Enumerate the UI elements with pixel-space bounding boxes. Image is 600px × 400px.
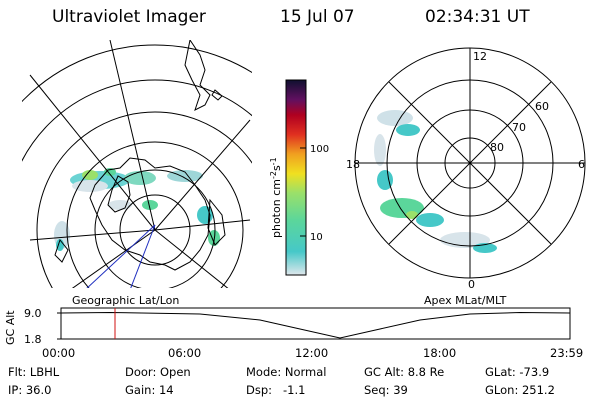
colorbar-tick-10: 10 [310,232,323,243]
xtick-1800: 18:00 [423,346,457,360]
colorbar-unit-label: photon cm-2s-1 [270,157,283,238]
geographic-map-panel [22,40,252,288]
altitude-ytick-low: 1.8 [24,333,42,346]
xtick-1200: 12:00 [295,346,329,360]
status-mode: Mode: Normal [246,365,327,379]
mlat-label-70: 70 [512,121,526,134]
mlt-label-6: 6 [578,158,585,171]
mlt-aurora-emission [374,110,497,253]
date-label: 15 Jul 07 [280,7,355,27]
status-door: Door: Open [125,365,191,379]
mlat-label-60: 60 [535,100,549,113]
mlt-polar-panel: 12 18 6 0 60 70 80 [346,47,586,290]
status-gc-alt: GC Alt: 8.8 Re [364,365,445,379]
status-ip: IP: 36.0 [8,383,52,397]
altitude-plot: GC Alt 9.0 1.8 [4,307,571,346]
xtick-0000: 00:00 [42,346,76,360]
mlt-label-12: 12 [473,50,487,63]
mlt-panel-caption: Apex MLat/MLT [424,294,507,307]
status-glat: GLat: -73.9 [485,365,550,379]
colorbar: 100 10 photon cm-2s-1 [270,79,329,276]
instrument-title: Ultraviolet Imager [52,7,206,27]
status-seq: Seq: 39 [364,383,408,397]
altitude-plot-frame [60,307,571,340]
xtick-0600: 06:00 [168,346,202,360]
altitude-ylabel: GC Alt [4,310,17,345]
status-glon: GLon: 251.2 [485,383,555,397]
geo-panel-caption: Geographic Lat/Lon [72,294,180,307]
colorbar-gradient [285,79,307,276]
mlt-label-18: 18 [346,158,360,171]
mlat-label-80: 80 [490,141,504,154]
xtick-2359: 23:59 [550,346,584,360]
altitude-curve [60,311,571,339]
status-gain: Gain: 14 [125,383,174,397]
colorbar-tick-100: 100 [310,144,329,155]
geo-aurora-emission [54,168,220,251]
status-flt: Flt: LBHL [8,365,60,379]
time-label: 02:34:31 UT [425,7,530,27]
mlt-label-0: 0 [468,278,475,290]
altitude-ytick-high: 9.0 [24,307,42,320]
status-dsp: Dsp: -1.1 [246,383,306,397]
